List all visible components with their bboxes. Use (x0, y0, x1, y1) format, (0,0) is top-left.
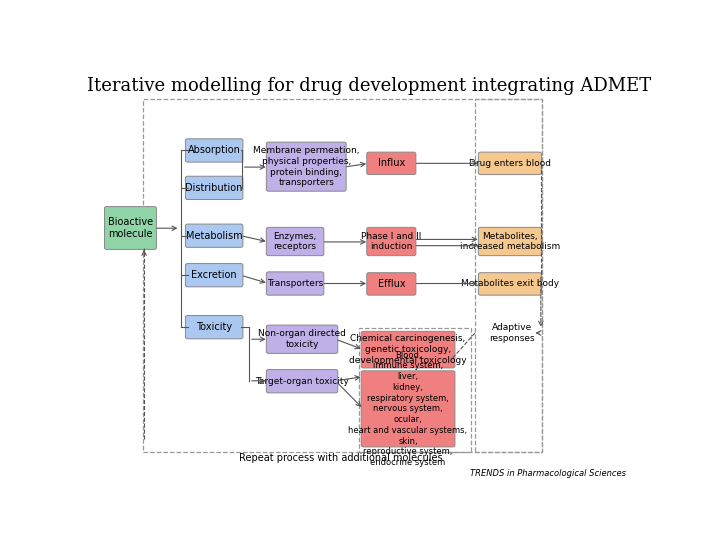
FancyBboxPatch shape (186, 139, 243, 162)
FancyBboxPatch shape (366, 273, 416, 295)
Text: Transporters: Transporters (267, 279, 323, 288)
FancyBboxPatch shape (478, 273, 541, 295)
Text: Bioactive
molecule: Bioactive molecule (108, 217, 153, 239)
Text: Membrane permeation,
physical properties,
protein binding,
transporters: Membrane permeation, physical properties… (253, 146, 359, 187)
Text: Chemical carcinogenesis,
genetic toxicology,
developmental toxicology: Chemical carcinogenesis, genetic toxicol… (349, 334, 467, 365)
Text: Distribution: Distribution (186, 183, 243, 193)
Text: Drug enters blood: Drug enters blood (469, 159, 551, 168)
FancyBboxPatch shape (104, 207, 156, 249)
Text: Phase I and II
induction: Phase I and II induction (361, 232, 421, 252)
Text: Metabolites,
increased metabolism: Metabolites, increased metabolism (460, 232, 560, 252)
FancyBboxPatch shape (186, 224, 243, 247)
FancyBboxPatch shape (366, 152, 416, 174)
FancyBboxPatch shape (478, 152, 541, 174)
Text: Metabolites exit body: Metabolites exit body (461, 279, 559, 288)
FancyBboxPatch shape (488, 321, 535, 345)
FancyBboxPatch shape (266, 142, 346, 191)
FancyBboxPatch shape (186, 176, 243, 199)
Text: Metabolism: Metabolism (186, 231, 243, 241)
FancyBboxPatch shape (266, 369, 338, 393)
Bar (359, 328, 471, 453)
Text: Target-organ toxicity: Target-organ toxicity (255, 377, 349, 386)
FancyBboxPatch shape (266, 227, 324, 255)
FancyBboxPatch shape (186, 315, 243, 339)
Text: Adaptive
responses: Adaptive responses (489, 323, 534, 343)
Text: Influx: Influx (378, 158, 405, 168)
Text: Excretion: Excretion (192, 270, 237, 280)
Text: Enzymes,
receptors: Enzymes, receptors (274, 232, 317, 252)
Text: Repeat process with additional molecules: Repeat process with additional molecules (239, 453, 443, 463)
FancyBboxPatch shape (478, 227, 541, 255)
FancyBboxPatch shape (186, 264, 243, 287)
FancyBboxPatch shape (266, 325, 338, 353)
FancyBboxPatch shape (361, 371, 455, 447)
Text: Blood,
immune system,
liver,
kidney,
respiratory system,
nervous system,
ocular,: Blood, immune system, liver, kidney, res… (348, 350, 467, 467)
FancyBboxPatch shape (266, 272, 324, 295)
Text: Efflux: Efflux (377, 279, 405, 289)
Bar (475, 99, 542, 453)
Text: Toxicity: Toxicity (196, 322, 233, 332)
Text: Non-organ directed
toxicity: Non-organ directed toxicity (258, 329, 346, 349)
FancyBboxPatch shape (361, 332, 455, 368)
Text: Absorption: Absorption (188, 145, 240, 156)
Text: TRENDS in Pharmacological Sciences: TRENDS in Pharmacological Sciences (469, 469, 626, 477)
FancyBboxPatch shape (366, 227, 416, 255)
Bar (143, 99, 542, 453)
Text: Iterative modelling for drug development integrating ADMET: Iterative modelling for drug development… (87, 77, 651, 94)
